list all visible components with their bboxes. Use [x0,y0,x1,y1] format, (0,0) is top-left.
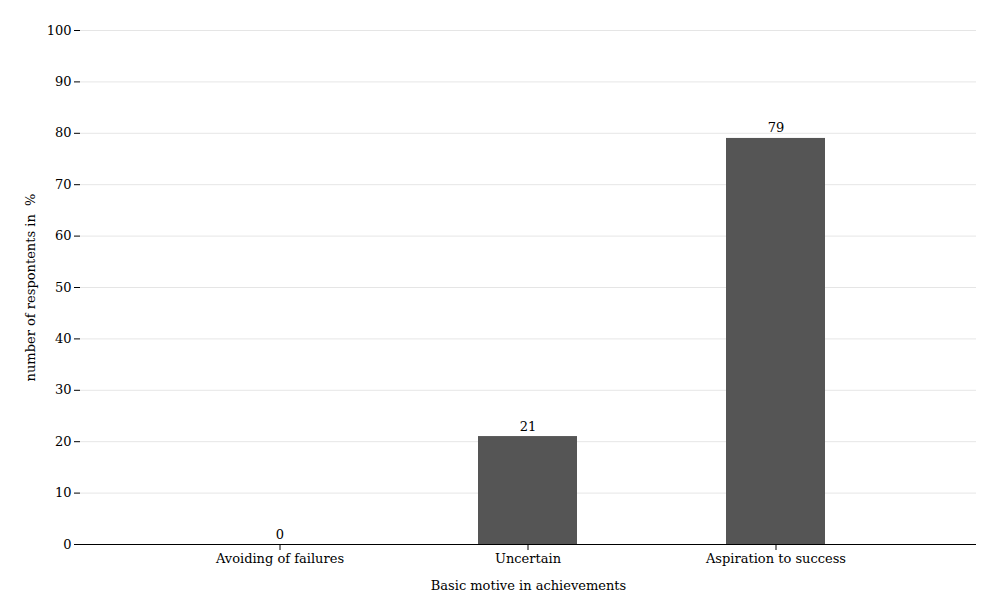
svg-text:40: 40 [55,331,72,346]
svg-text:100: 100 [47,23,72,38]
svg-text:50: 50 [55,280,72,295]
svg-text:20: 20 [55,434,72,449]
svg-text:Avoiding of failures: Avoiding of failures [215,551,344,566]
svg-text:90: 90 [55,74,72,89]
svg-text:70: 70 [55,177,72,192]
svg-text:Basic motive in achievements: Basic motive in achievements [431,578,627,593]
svg-text:21: 21 [520,419,537,434]
svg-text:10: 10 [55,485,72,500]
svg-text:0: 0 [276,527,284,542]
svg-text:80: 80 [55,125,72,140]
svg-text:0: 0 [63,537,71,552]
svg-text:number of respontents in %: number of respontents in % [23,194,38,382]
svg-text:Aspiration to success: Aspiration to success [705,551,846,566]
svg-text:Uncertain: Uncertain [495,551,562,566]
svg-text:30: 30 [55,382,72,397]
svg-text:79: 79 [768,120,785,135]
svg-text:60: 60 [55,228,72,243]
